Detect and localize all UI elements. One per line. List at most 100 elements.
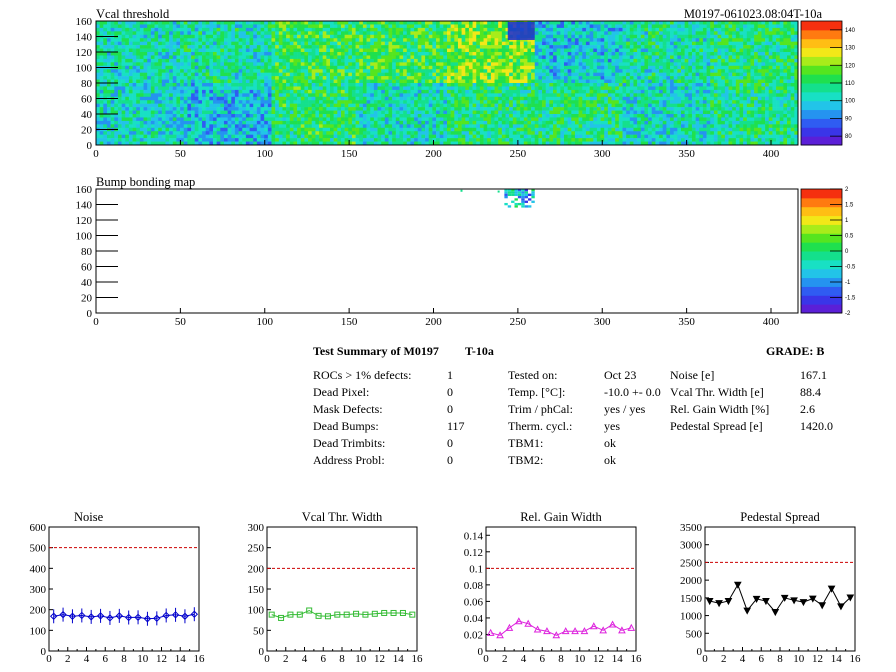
threshold-cell xyxy=(202,72,206,77)
threshold-cell xyxy=(494,21,499,25)
threshold-cell xyxy=(333,93,338,98)
threshold-cell xyxy=(549,69,554,73)
threshold-cell xyxy=(114,103,119,108)
threshold-cell xyxy=(125,38,130,42)
threshold-cell xyxy=(414,52,419,56)
threshold-cell xyxy=(425,58,430,63)
threshold-cell xyxy=(534,41,539,46)
threshold-cell xyxy=(297,52,302,56)
threshold-cell xyxy=(765,48,770,53)
threshold-cell xyxy=(681,76,685,80)
threshold-cell xyxy=(454,31,459,36)
threshold-cell xyxy=(607,48,612,53)
threshold-cell xyxy=(128,114,133,118)
threshold-cell xyxy=(523,45,528,49)
threshold-cell xyxy=(768,38,773,42)
threshold-cell xyxy=(637,48,642,53)
threshold-cell xyxy=(340,62,345,67)
threshold-cell xyxy=(275,65,280,70)
threshold-cell xyxy=(340,114,345,118)
threshold-cell xyxy=(344,114,349,118)
threshold-cell xyxy=(787,38,791,42)
threshold-cell xyxy=(373,45,378,49)
threshold-cell xyxy=(688,76,693,80)
threshold-cell xyxy=(183,131,188,135)
threshold-cell xyxy=(403,76,408,80)
threshold-cell xyxy=(721,69,726,73)
threshold-cell xyxy=(308,55,313,60)
threshold-cell xyxy=(231,138,236,142)
threshold-cell xyxy=(322,96,327,101)
threshold-cell xyxy=(461,38,466,42)
threshold-cell xyxy=(754,34,759,39)
threshold-cell xyxy=(604,79,609,84)
threshold-cell xyxy=(717,45,722,49)
threshold-cell xyxy=(370,103,375,108)
threshold-cell xyxy=(633,41,638,46)
threshold-cell xyxy=(143,69,148,73)
threshold-cell xyxy=(194,83,199,87)
threshold-cell xyxy=(600,21,605,25)
threshold-cell xyxy=(479,72,484,77)
threshold-cell xyxy=(271,24,276,29)
threshold-cell xyxy=(158,21,163,25)
threshold-cell xyxy=(172,93,177,98)
threshold-cell xyxy=(110,79,115,84)
threshold-cell xyxy=(311,138,316,142)
threshold-cell xyxy=(282,120,287,125)
threshold-cell xyxy=(286,83,291,87)
threshold-cell xyxy=(373,21,378,25)
threshold-cell xyxy=(289,65,294,70)
threshold-cell xyxy=(487,55,492,60)
threshold-cell xyxy=(447,21,451,25)
threshold-cell xyxy=(691,21,696,25)
threshold-cell xyxy=(136,93,141,98)
threshold-cell xyxy=(399,96,404,101)
threshold-cell xyxy=(439,55,444,60)
threshold-cell xyxy=(293,38,298,42)
threshold-cell xyxy=(286,72,291,77)
threshold-cell xyxy=(699,31,704,36)
threshold-cell xyxy=(542,41,547,46)
threshold-cell xyxy=(439,27,444,32)
threshold-cell xyxy=(150,52,155,56)
threshold-cell xyxy=(757,69,762,73)
threshold-cell xyxy=(311,110,316,115)
threshold-cell xyxy=(286,103,291,108)
threshold-cell xyxy=(227,96,232,101)
threshold-cell xyxy=(421,34,426,39)
threshold-cell xyxy=(366,58,371,63)
threshold-cell xyxy=(403,124,408,129)
threshold-cell xyxy=(147,52,152,56)
threshold-cell xyxy=(275,141,280,146)
threshold-cell xyxy=(699,38,704,42)
threshold-cell xyxy=(205,24,210,29)
threshold-cell xyxy=(202,110,206,115)
threshold-cell xyxy=(355,141,360,146)
threshold-cell xyxy=(202,76,206,80)
threshold-cell xyxy=(286,76,291,80)
threshold-cell xyxy=(432,65,437,70)
threshold-cell xyxy=(388,100,393,104)
threshold-cell xyxy=(673,27,678,32)
threshold-cell xyxy=(150,134,155,139)
threshold-cell xyxy=(560,69,565,73)
threshold-cell xyxy=(403,100,408,104)
threshold-cell xyxy=(227,48,232,53)
threshold-cell xyxy=(644,27,649,32)
threshold-cell xyxy=(410,31,415,36)
threshold-cell xyxy=(278,45,283,49)
threshold-cell xyxy=(286,58,291,63)
threshold-cell xyxy=(461,76,466,80)
threshold-cell xyxy=(702,41,707,46)
threshold-cell xyxy=(395,69,400,73)
threshold-cell xyxy=(677,79,682,84)
threshold-cell xyxy=(483,72,488,77)
threshold-cell xyxy=(351,86,356,91)
threshold-cell xyxy=(209,79,214,84)
threshold-cell xyxy=(779,21,784,25)
threshold-cell xyxy=(585,48,590,53)
threshold-cell xyxy=(399,52,404,56)
threshold-cell xyxy=(381,141,386,146)
threshold-cell xyxy=(289,76,294,80)
